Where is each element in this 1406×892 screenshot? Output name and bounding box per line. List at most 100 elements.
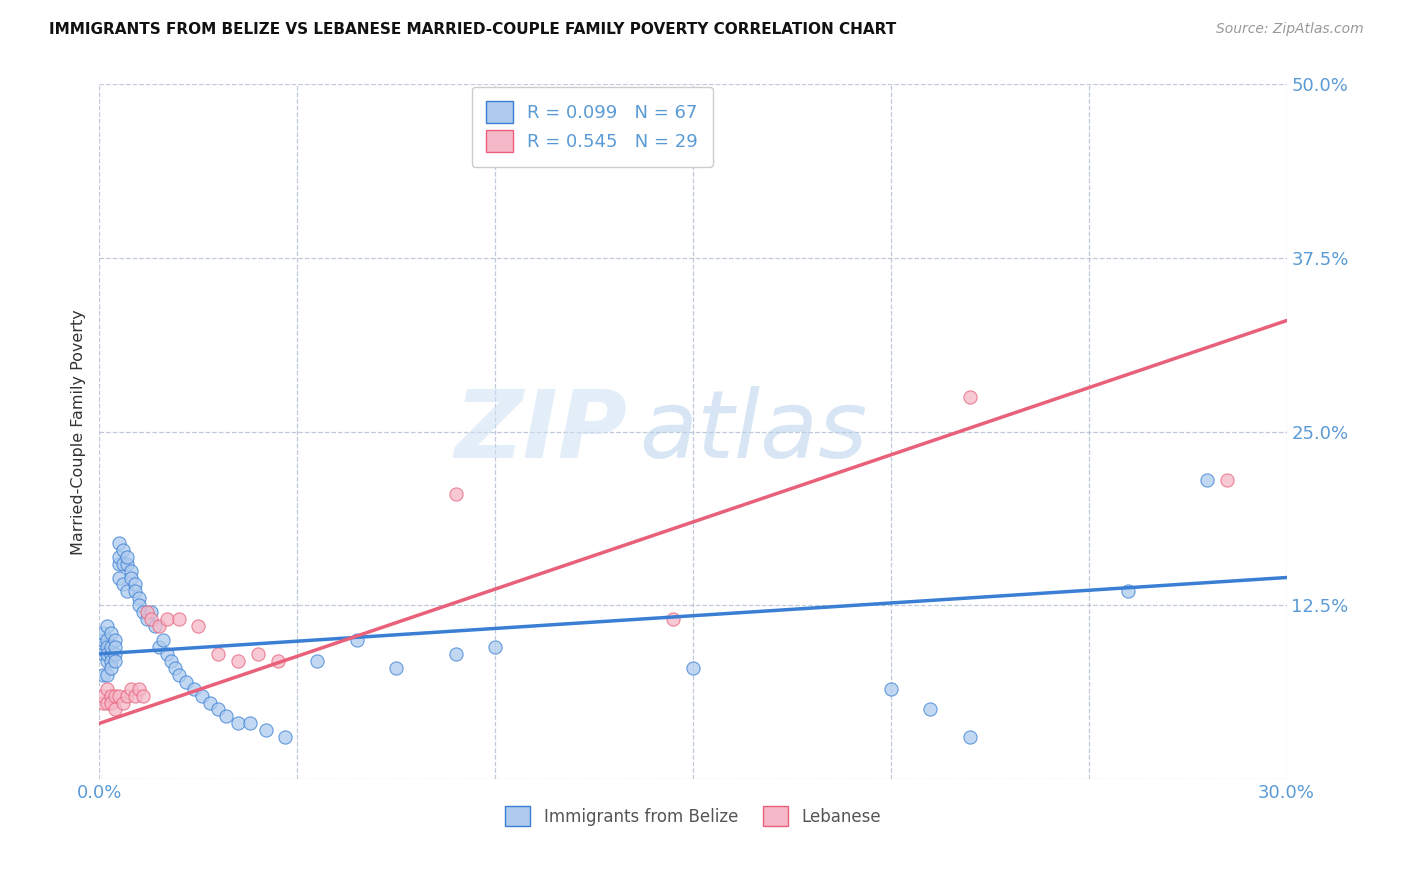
Point — [108, 536, 131, 550]
Point — [93, 696, 115, 710]
Point — [93, 633, 115, 648]
Point — [93, 647, 115, 661]
Point — [191, 689, 214, 703]
Point — [207, 702, 229, 716]
Point — [100, 626, 122, 640]
Y-axis label: Married-Couple Family Poverty: Married-Couple Family Poverty — [72, 309, 86, 555]
Point — [93, 626, 115, 640]
Point — [96, 647, 118, 661]
Point — [346, 633, 368, 648]
Point — [254, 723, 277, 738]
Point — [156, 612, 179, 626]
Point — [159, 654, 181, 668]
Text: ZIP: ZIP — [454, 385, 627, 478]
Point — [187, 619, 209, 633]
Point — [104, 633, 127, 648]
Point — [120, 570, 142, 584]
Point — [128, 591, 150, 606]
Point — [120, 564, 142, 578]
Point — [132, 605, 155, 619]
Point — [100, 661, 122, 675]
Point — [124, 689, 146, 703]
Point — [93, 667, 115, 681]
Point — [200, 696, 222, 710]
Point — [108, 689, 131, 703]
Point — [115, 584, 138, 599]
Point — [100, 654, 122, 668]
Point — [128, 599, 150, 613]
Point — [266, 654, 288, 668]
Point — [167, 612, 190, 626]
Point — [215, 709, 238, 723]
Point — [959, 390, 981, 404]
Point — [880, 681, 903, 696]
Point — [139, 612, 162, 626]
Point — [104, 647, 127, 661]
Point — [96, 633, 118, 648]
Point — [93, 640, 115, 654]
Point — [112, 542, 135, 557]
Point — [183, 681, 205, 696]
Point — [135, 612, 157, 626]
Point — [96, 681, 118, 696]
Point — [96, 654, 118, 668]
Point — [1216, 473, 1239, 487]
Point — [207, 647, 229, 661]
Point — [385, 661, 408, 675]
Point — [143, 619, 166, 633]
Point — [100, 696, 122, 710]
Point — [104, 689, 127, 703]
Point — [152, 633, 174, 648]
Point — [124, 577, 146, 591]
Point — [226, 654, 249, 668]
Point — [108, 570, 131, 584]
Point — [115, 549, 138, 564]
Point — [112, 696, 135, 710]
Point — [246, 647, 269, 661]
Point — [662, 612, 685, 626]
Point — [104, 640, 127, 654]
Point — [959, 731, 981, 745]
Point — [274, 731, 297, 745]
Point — [104, 654, 127, 668]
Point — [108, 549, 131, 564]
Point — [108, 557, 131, 571]
Point — [96, 696, 118, 710]
Point — [115, 689, 138, 703]
Point — [682, 661, 704, 675]
Text: IMMIGRANTS FROM BELIZE VS LEBANESE MARRIED-COUPLE FAMILY POVERTY CORRELATION CHA: IMMIGRANTS FROM BELIZE VS LEBANESE MARRI… — [49, 22, 897, 37]
Text: atlas: atlas — [640, 386, 868, 477]
Point — [920, 702, 942, 716]
Point — [307, 654, 329, 668]
Point — [148, 640, 170, 654]
Point — [115, 557, 138, 571]
Point — [96, 619, 118, 633]
Point — [128, 681, 150, 696]
Legend: Immigrants from Belize, Lebanese: Immigrants from Belize, Lebanese — [499, 799, 887, 833]
Point — [120, 681, 142, 696]
Point — [124, 584, 146, 599]
Point — [112, 577, 135, 591]
Point — [112, 557, 135, 571]
Point — [163, 661, 186, 675]
Point — [444, 647, 467, 661]
Point — [104, 702, 127, 716]
Point — [93, 689, 115, 703]
Point — [100, 689, 122, 703]
Point — [167, 667, 190, 681]
Point — [1197, 473, 1219, 487]
Point — [484, 640, 506, 654]
Point — [444, 487, 467, 501]
Point — [156, 647, 179, 661]
Point — [226, 716, 249, 731]
Text: Source: ZipAtlas.com: Source: ZipAtlas.com — [1216, 22, 1364, 37]
Point — [132, 689, 155, 703]
Point — [135, 605, 157, 619]
Point — [1116, 584, 1139, 599]
Point — [100, 647, 122, 661]
Point — [148, 619, 170, 633]
Point — [96, 640, 118, 654]
Point — [100, 640, 122, 654]
Point — [176, 674, 198, 689]
Point — [139, 605, 162, 619]
